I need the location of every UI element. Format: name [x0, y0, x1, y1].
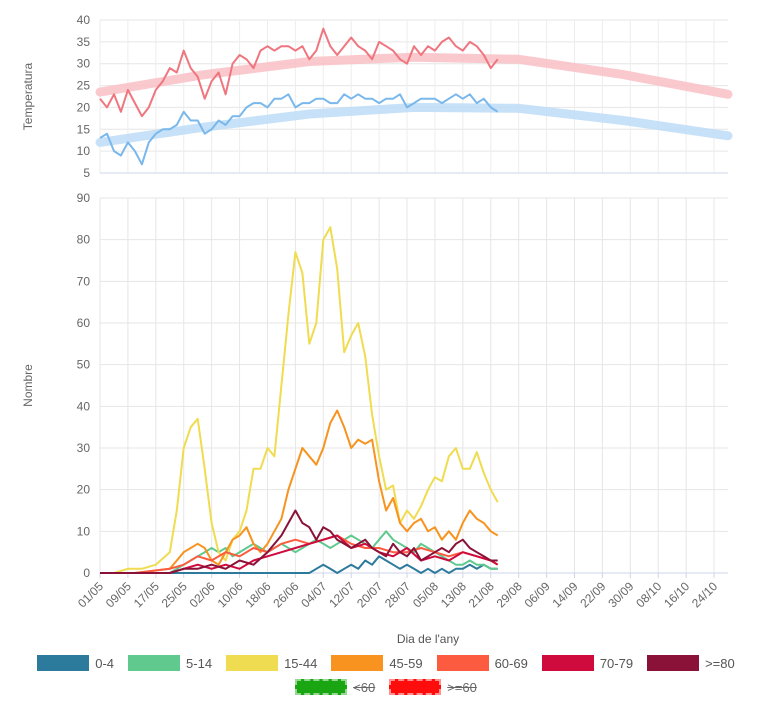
- legend-item[interactable]: 15-44: [226, 655, 317, 671]
- legend-swatch: [295, 679, 348, 695]
- y-tick-label: 30: [77, 441, 91, 455]
- y-tick-label: 20: [77, 483, 91, 497]
- legend-item[interactable]: 45-59: [331, 655, 423, 671]
- legend-item[interactable]: >=80: [647, 655, 735, 671]
- legend-item[interactable]: 60-69: [436, 655, 528, 671]
- legend-label: >=80: [705, 655, 735, 671]
- x-tick-label: 13/08: [438, 579, 469, 610]
- legend-swatch: [541, 655, 594, 671]
- series-tmax-line: [99, 27, 499, 118]
- legend-label: 60-69: [494, 655, 528, 671]
- legend-item[interactable]: >=60: [389, 679, 477, 695]
- legend-item[interactable]: 0-4: [37, 655, 114, 671]
- series-0-4-line: [100, 555, 498, 574]
- legend-item[interactable]: 5-14: [128, 655, 212, 671]
- legend-swatch: [128, 655, 181, 671]
- x-tick-label: 29/08: [494, 579, 525, 610]
- y-tick-label: 0: [83, 566, 90, 580]
- x-tick-label: 22/09: [577, 579, 608, 610]
- x-tick-label: 08/10: [633, 579, 664, 610]
- x-tick-label: 01/05: [75, 579, 106, 610]
- legend-label: 45-59: [389, 655, 423, 671]
- legend-label: 5-14: [186, 655, 213, 671]
- legend-label: 0-4: [95, 655, 115, 671]
- y-tick-label: 40: [77, 13, 91, 27]
- x-tick-label: 28/07: [382, 579, 413, 610]
- y-tick-label: 80: [77, 233, 91, 247]
- y-axis-label: Nombre: [21, 364, 35, 407]
- series-tmin-line: [99, 93, 499, 166]
- y-tick-label: 5: [83, 166, 90, 180]
- legend-label: <60: [353, 679, 376, 695]
- x-tick-label: 02/06: [187, 579, 218, 610]
- legend-item[interactable]: 70-79: [541, 655, 634, 671]
- x-tick-label: 20/07: [354, 579, 385, 610]
- y-tick-label: 70: [77, 274, 91, 288]
- x-axis-label: Dia de l'any: [397, 632, 459, 646]
- y-tick-label: 50: [77, 358, 91, 372]
- series-45-59-line: [100, 409, 499, 574]
- x-tick-label: 25/05: [159, 579, 190, 610]
- x-tick-label: 04/07: [298, 579, 329, 610]
- legend-row-extra: <60 >=60: [0, 679, 772, 695]
- x-tick-label: 10/06: [215, 579, 246, 610]
- x-tick-label: 17/05: [131, 579, 162, 610]
- series--80-line: [100, 509, 498, 574]
- x-tick-label: 14/09: [549, 579, 580, 610]
- legend-swatch: [647, 655, 700, 671]
- x-tick-label: 06/09: [522, 579, 553, 610]
- chart-svg: 5 10 15 20 25 30 35 40 Temperatura 0 10 20 30 40 50 60 7…: [21, 13, 733, 646]
- x-tick-label: 12/07: [326, 579, 357, 610]
- y-tick-label: 60: [77, 316, 91, 330]
- y-tick-label: 90: [77, 191, 91, 205]
- series-tmin_normal-band: [95, 102, 733, 147]
- y-tick-label: 30: [77, 57, 91, 71]
- y-tick-label: 10: [77, 524, 91, 538]
- legend-swatch: [226, 655, 279, 671]
- series-70-79-line: [100, 534, 499, 574]
- legend-label: 15-44: [284, 655, 318, 671]
- y-tick-label: 35: [77, 35, 91, 49]
- legend-item[interactable]: <60: [295, 679, 375, 695]
- legend: 0-4 5-14 15-44 45-59 60-69 70-79 >=80 <60 >=60: [0, 655, 772, 703]
- x-tick-label: 16/10: [661, 579, 692, 610]
- legend-swatch: [436, 655, 489, 671]
- legend-swatch: [331, 655, 384, 671]
- y-axis-label: Temperatura: [21, 62, 35, 130]
- legend-row-main: 0-4 5-14 15-44 45-59 60-69 70-79 >=80: [0, 655, 772, 671]
- y-tick-label: 15: [77, 122, 91, 136]
- x-tick-label: 30/09: [605, 579, 636, 610]
- x-tick-label: 21/08: [466, 579, 497, 610]
- series-15-44-line: [100, 226, 499, 574]
- series-tmax_normal-band: [95, 52, 733, 99]
- y-tick-label: 25: [77, 79, 91, 93]
- y-tick-label: 10: [77, 144, 91, 158]
- legend-label: >=60: [447, 679, 477, 695]
- y-tick-label: 20: [77, 100, 91, 114]
- y-tick-label: 40: [77, 399, 91, 413]
- x-tick-label: 26/06: [270, 579, 301, 610]
- legend-swatch: [37, 655, 90, 671]
- legend-label: 70-79: [599, 655, 634, 671]
- series-5-14-line: [100, 530, 498, 574]
- x-tick-label: 18/06: [242, 579, 273, 610]
- x-tick-label: 24/10: [689, 579, 720, 610]
- x-tick-label: 05/08: [410, 579, 441, 610]
- x-tick-label: 09/05: [103, 579, 134, 610]
- legend-swatch: [389, 679, 442, 695]
